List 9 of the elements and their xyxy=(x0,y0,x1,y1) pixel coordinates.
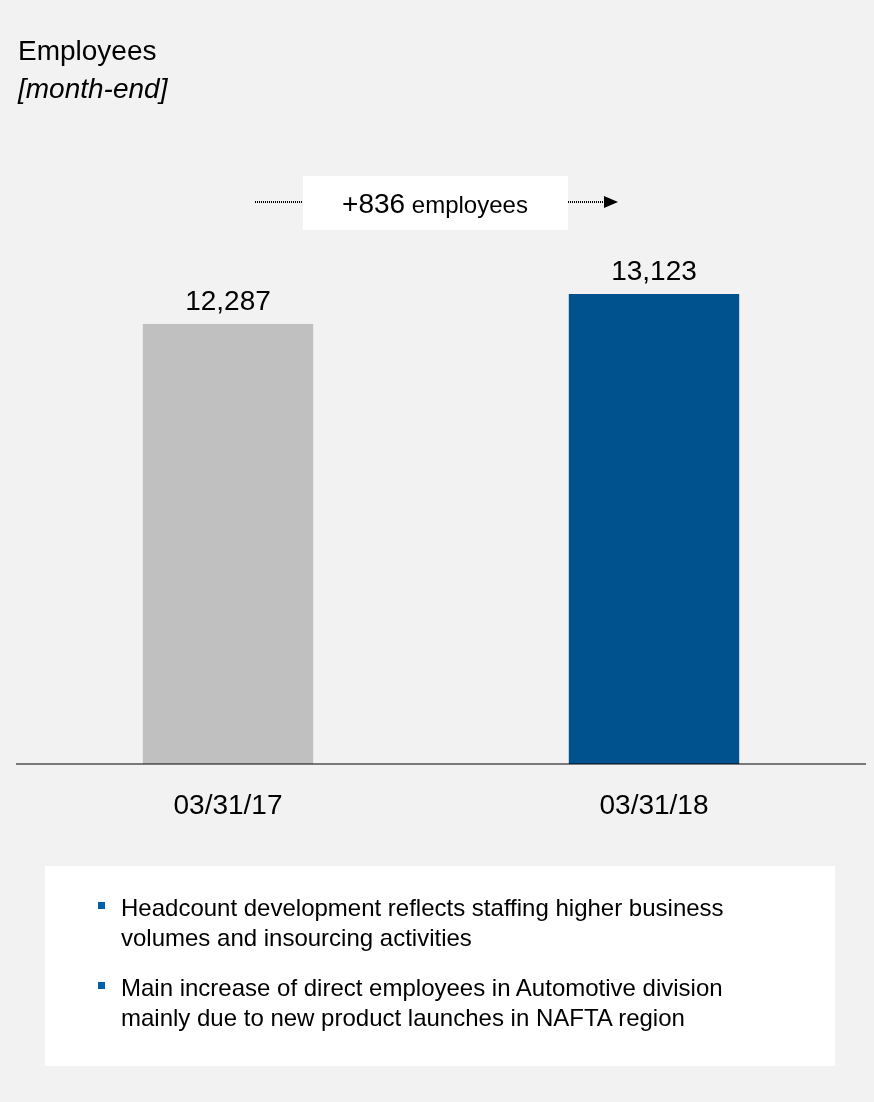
data-label: 12,287 xyxy=(185,284,271,316)
x-tick-label: 03/31/17 xyxy=(173,789,283,820)
chart-subtitle: [month-end] xyxy=(17,73,169,104)
chart-title: Employees xyxy=(18,35,157,66)
text: Main increase of direct employees in Automotive division mainly due to new product launches in NAFTA region xyxy=(121,974,723,1031)
data-label: 13,123 xyxy=(611,255,697,286)
text: +836 employees xyxy=(342,188,528,219)
x-tick-label: 03/31/18 xyxy=(599,789,709,820)
text: Headcount development reflects staffing higher business volumes and insourcing activities xyxy=(121,894,724,951)
